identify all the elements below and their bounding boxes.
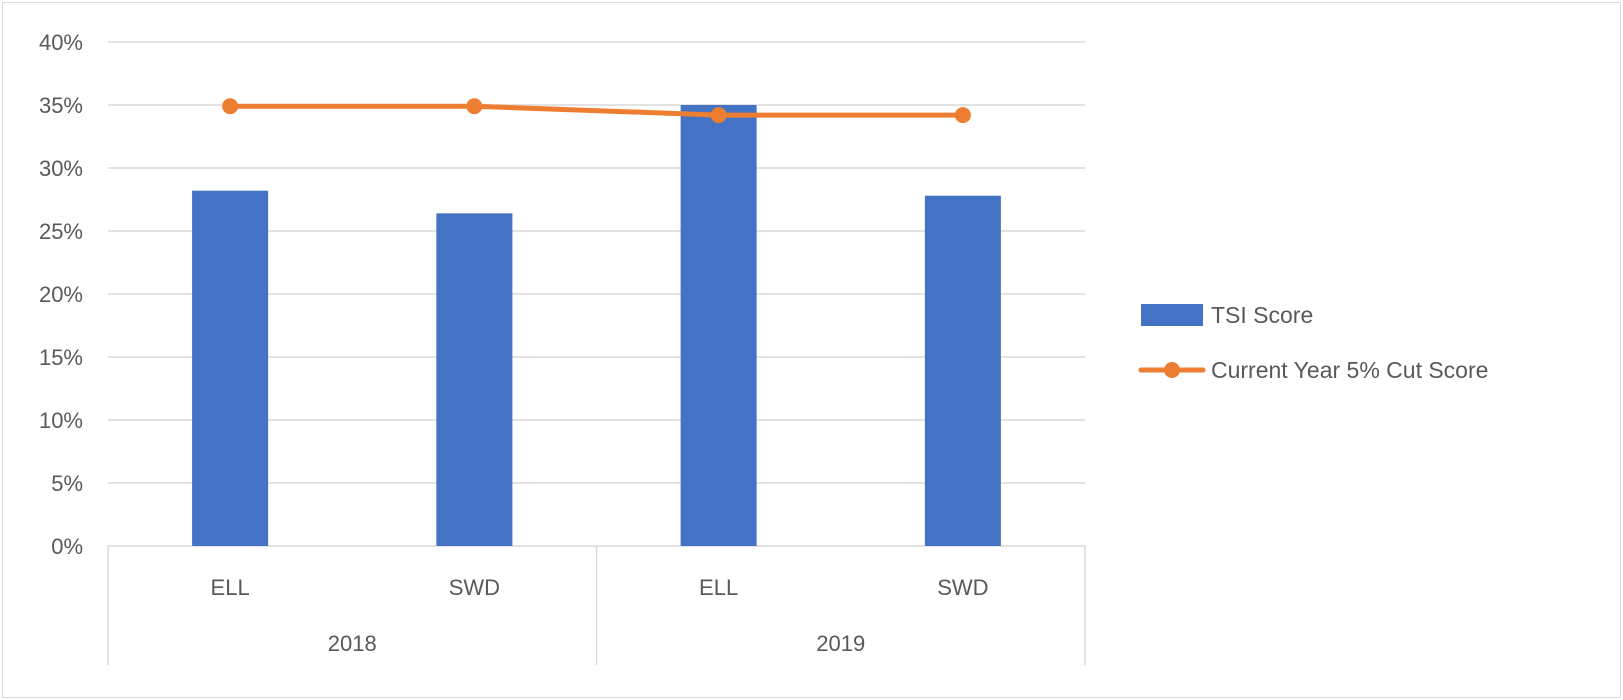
y-axis-tick-labels: 0% 5% 10% 15% 20% 25% 30% 35% 40% — [39, 30, 83, 559]
legend-swatch-bar — [1141, 304, 1203, 326]
y-tick-label: 0% — [51, 534, 83, 559]
y-tick-label: 20% — [39, 282, 83, 307]
y-tick-label: 15% — [39, 345, 83, 370]
legend-label: Current Year 5% Cut Score — [1211, 357, 1488, 383]
line-series — [222, 98, 971, 124]
y-tick-label: 30% — [39, 156, 83, 181]
bar — [436, 213, 513, 547]
x-category-label: SWD — [937, 575, 988, 600]
gridlines — [108, 41, 1085, 547]
y-tick-label: 40% — [39, 30, 83, 55]
line-point — [710, 107, 727, 124]
legend-swatch-marker — [1164, 362, 1180, 378]
category-axis: ELL SWD ELL SWD 2018 2019 — [107, 546, 1086, 665]
y-tick-label: 5% — [51, 471, 83, 496]
line-point — [466, 98, 483, 115]
x-group-label: 2019 — [816, 631, 865, 656]
line-point — [222, 98, 239, 115]
bar — [192, 190, 269, 546]
chart: 0% 5% 10% 15% 20% 25% 30% 35% 40% ELL SWD ELL SWD 20… — [39, 30, 1488, 665]
x-category-label: ELL — [211, 575, 250, 600]
legend: TSI Score Current Year 5% Cut Score — [1138, 302, 1488, 383]
bar — [680, 105, 757, 546]
legend-label: TSI Score — [1211, 302, 1313, 328]
bar — [924, 195, 1001, 546]
y-tick-label: 35% — [39, 93, 83, 118]
bar-series — [192, 105, 1001, 547]
line-point — [954, 107, 971, 124]
y-tick-label: 10% — [39, 408, 83, 433]
x-group-label: 2018 — [328, 631, 377, 656]
x-category-label: SWD — [449, 575, 500, 600]
x-category-label: ELL — [699, 575, 738, 600]
y-tick-label: 25% — [39, 219, 83, 244]
series-line — [227, 103, 966, 118]
